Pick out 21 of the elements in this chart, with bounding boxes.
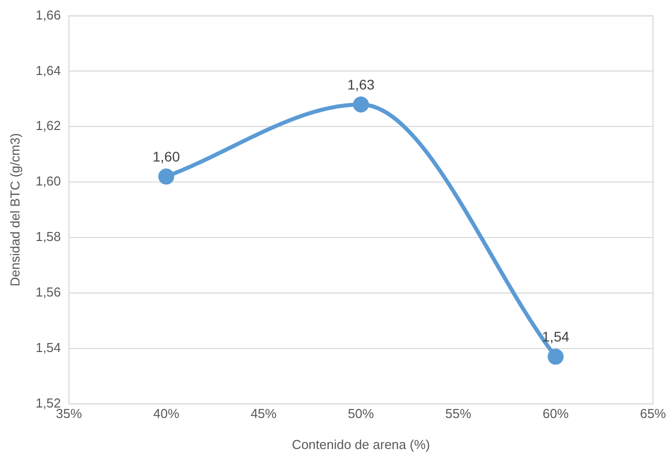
x-tick-label: 40% (153, 406, 180, 422)
x-tick-label: 65% (640, 406, 666, 422)
data-label: 1,60 (152, 148, 180, 164)
y-tick-label: 1,56 (36, 284, 61, 300)
y-axis-title: Densidad del BTC (g/cm3) (7, 133, 22, 286)
x-tick-label: 45% (250, 406, 278, 422)
data-label: 1,63 (347, 76, 375, 92)
y-tick-label: 1,58 (36, 229, 61, 244)
y-tick-label: 1,64 (36, 62, 61, 78)
data-label: 1,54 (542, 328, 570, 345)
x-tick-label: 50% (348, 406, 374, 422)
y-tick-label: 1,62 (36, 118, 61, 134)
y-tick-label: 1,60 (36, 174, 61, 189)
y-tick-label: 1,66 (36, 7, 61, 22)
x-axis-title: Contenido de arena (%) (292, 436, 430, 452)
point (352, 96, 369, 112)
x-tick-label: 60% (542, 406, 570, 422)
point (158, 168, 174, 185)
y-tick-label: 1,54 (36, 340, 61, 355)
point (548, 348, 564, 365)
x-tick-label: 55% (445, 406, 472, 422)
